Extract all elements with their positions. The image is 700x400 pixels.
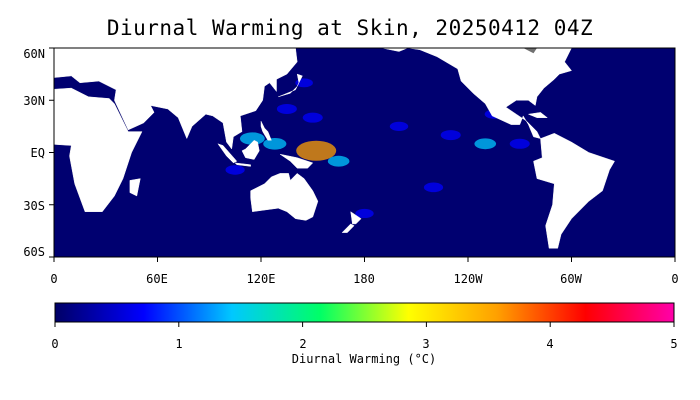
sumatra-landmass — [217, 143, 238, 164]
australia-landmass — [250, 173, 319, 221]
lon-tick-180: 180 — [353, 272, 375, 286]
lon-tick-60w: 60W — [560, 272, 582, 286]
colorbar-tick-1: 1 — [175, 337, 183, 351]
warming-hotspot — [327, 155, 350, 167]
warming-hotspot — [296, 140, 337, 161]
colorbar-tick-3: 3 — [422, 337, 430, 351]
south-america-landmass — [533, 133, 615, 249]
madagascar-landmass — [129, 178, 141, 197]
warming-hotspot — [295, 78, 313, 88]
greenland-landmass — [596, 48, 607, 49]
borneo-landmass — [241, 139, 260, 160]
colorbar-tick-2: 2 — [299, 337, 307, 351]
warming-hotspot — [276, 103, 297, 114]
warming-hotspot — [423, 182, 444, 193]
lat-tick-30n: 30N — [23, 94, 45, 108]
cuba-landmass — [527, 112, 549, 118]
land-masses — [54, 48, 615, 257]
lat-tick-60n: 60N — [23, 47, 45, 61]
lat-tick-eq: EQ — [30, 146, 45, 160]
colorbar-ticks — [54, 322, 675, 327]
lat-tick-60s: 60S — [23, 245, 45, 259]
axis-ticks — [49, 47, 676, 262]
lat-tick-30s: 30S — [23, 199, 45, 213]
warming-hotspot — [302, 112, 323, 123]
lon-tick-120w: 120W — [453, 272, 483, 286]
lon-tick-0-east: 0 — [671, 272, 679, 286]
warming-hotspot — [389, 121, 409, 131]
newzealand-landmass — [350, 211, 362, 225]
newguinea-landmass — [279, 153, 314, 169]
warming-hotspot — [263, 137, 287, 150]
philippines-landmass — [260, 120, 272, 141]
warming-hotspot — [239, 132, 265, 145]
warming-hotspot — [355, 208, 374, 219]
colorbar-tick-0: 0 — [51, 337, 59, 351]
colorbar-tick-4: 4 — [546, 337, 554, 351]
africa-landmass — [54, 87, 143, 212]
java-landmass — [234, 162, 251, 167]
japan-landmass — [278, 73, 303, 98]
warming-hotspot — [440, 130, 461, 141]
lon-tick-0: 0 — [50, 272, 58, 286]
colorbar — [54, 302, 675, 323]
lon-tick-60e: 60E — [146, 272, 168, 286]
colorbar-tick-5: 5 — [670, 337, 678, 351]
newzealand-south-landmass — [341, 223, 355, 233]
lon-tick-120e: 120E — [246, 272, 276, 286]
warming-hotspot — [225, 165, 245, 175]
sea-ice-patch — [523, 48, 537, 54]
eurasia-landmass — [54, 48, 298, 150]
warming-hotspot — [474, 138, 497, 150]
colorbar-title: Diurnal Warming (°C) — [291, 352, 437, 366]
warming-hotspot — [509, 138, 530, 149]
map-title: Diurnal Warming at Skin, 20250412 04Z — [106, 16, 594, 40]
